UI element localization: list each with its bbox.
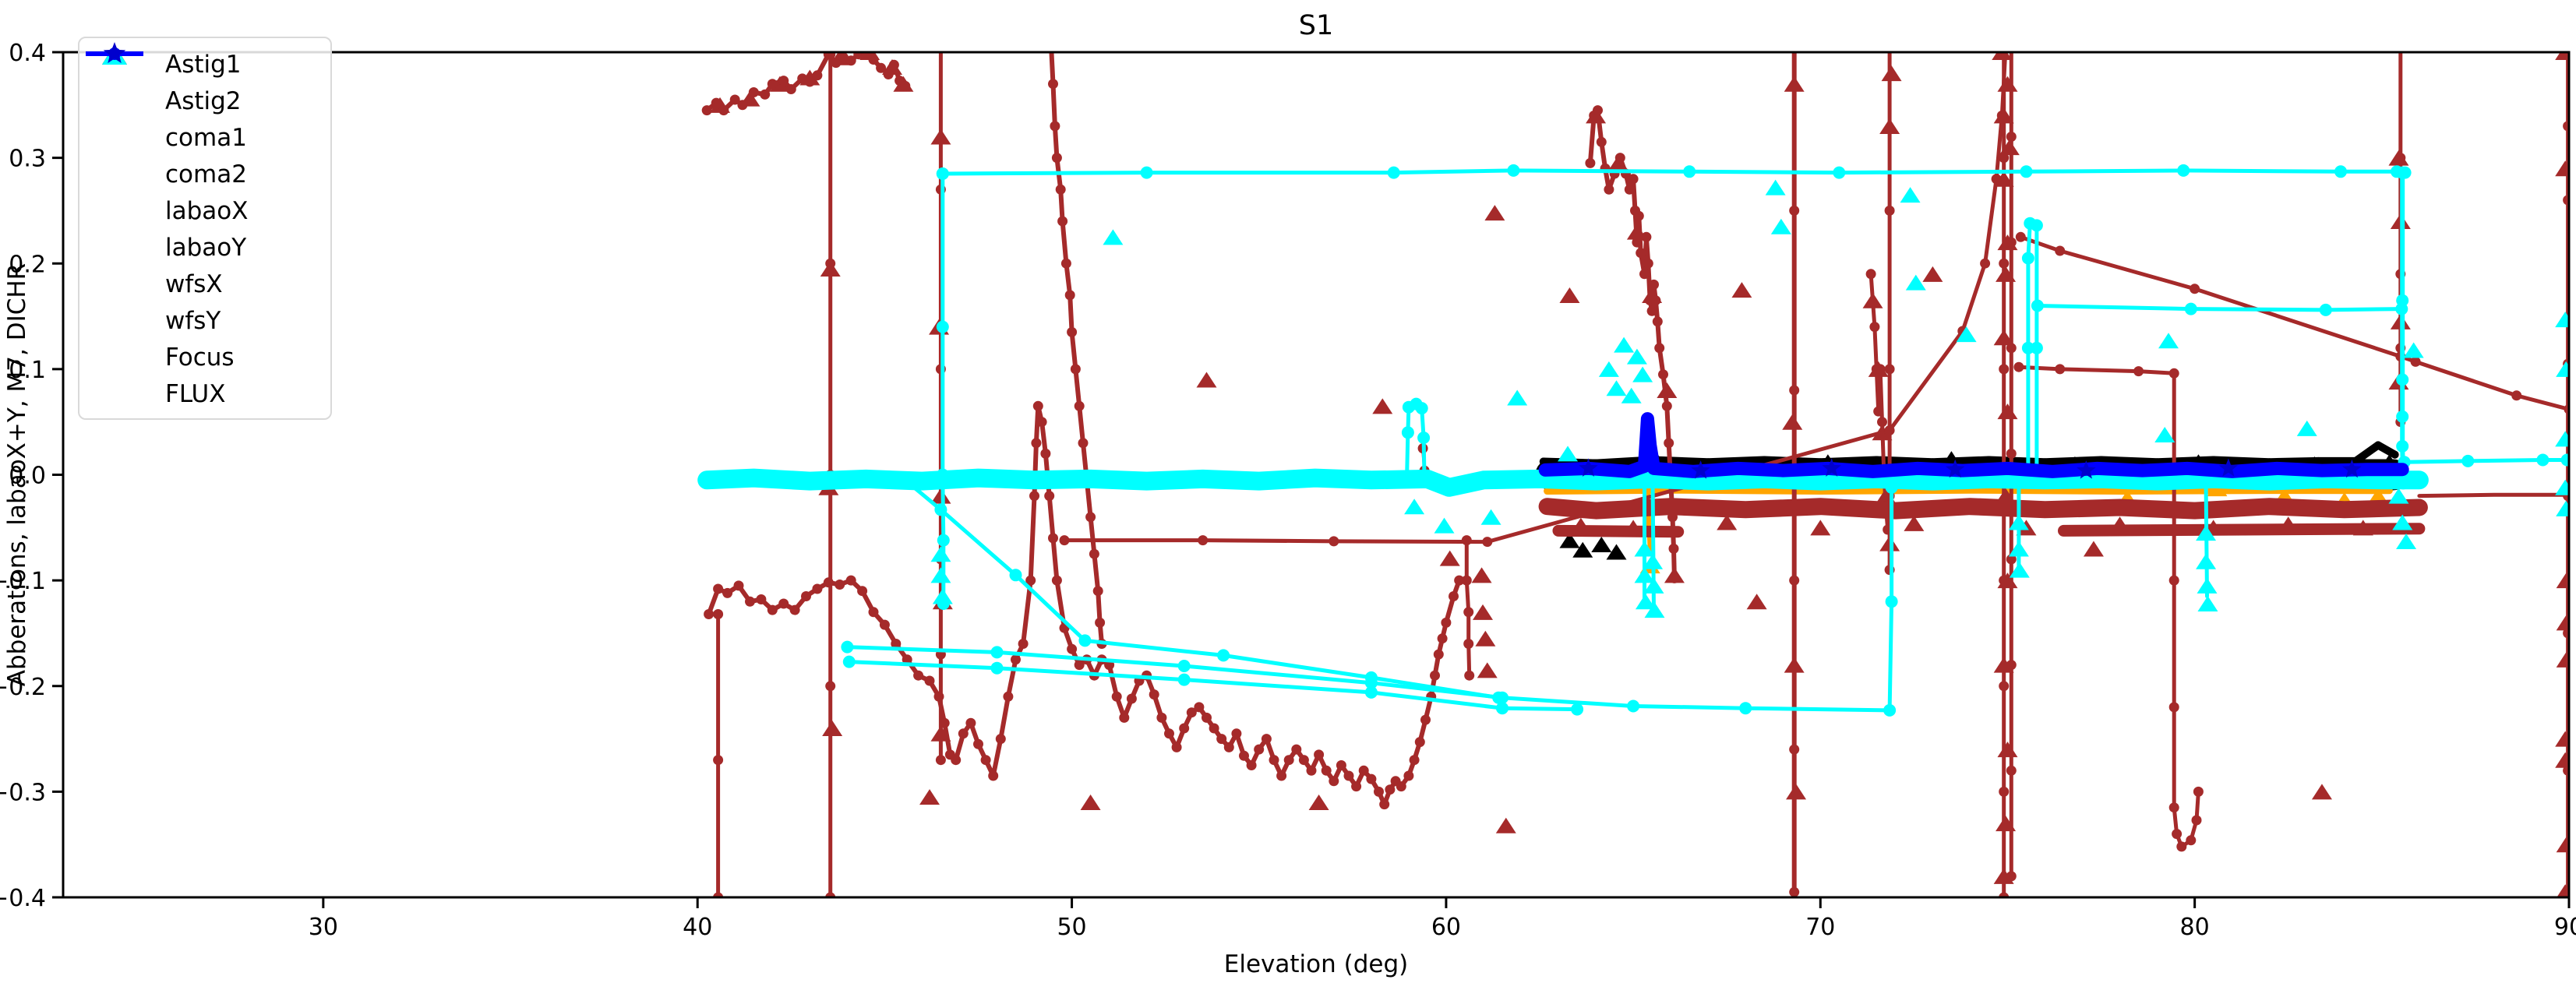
legend-item-Astig2: Astig2 [79, 48, 330, 119]
legend-label: wfsY [165, 306, 221, 335]
legend-label: labaoX [165, 196, 249, 225]
x-axis-label: Elevation (deg) [1224, 950, 1408, 978]
x-tick-label: 50 [1057, 914, 1086, 941]
x-tick-label: 60 [1431, 914, 1461, 941]
y-tick-label: 0.3 [9, 146, 46, 173]
series-wfsX [930, 179, 2569, 618]
legend-label: wfsX [165, 270, 223, 298]
legend-label: labaoY [165, 233, 247, 262]
legend-label: Focus [165, 343, 235, 372]
y-tick-label: 0.1 [9, 357, 46, 384]
legend-label: coma1 [165, 123, 247, 152]
legend-label: Astig2 [165, 86, 242, 115]
legend-label: Astig1 [165, 50, 242, 79]
y-tick-label: −0.2 [0, 674, 46, 701]
legend-item-Focus: Focus [79, 48, 330, 375]
legend-item-coma1: coma1 [79, 44, 330, 156]
y-tick-label: 0.4 [9, 40, 46, 67]
x-tick-label: 80 [2180, 914, 2210, 941]
y-axis-label: Abberations, labaoX+Y, M7, DICHR [3, 263, 31, 686]
legend: Astig1 Astig2 coma1 coma2 labaoX labaoY wfsX wf… [78, 37, 332, 420]
x-tick-label: 70 [1805, 914, 1835, 941]
x-tick-label: 30 [309, 914, 338, 941]
y-tick-label: −0.1 [0, 568, 46, 595]
legend-label: FLUX [165, 379, 226, 408]
legend-item-wfsY: wfsY [79, 48, 330, 339]
legend-item-FLUX: FLUX [79, 42, 330, 412]
y-tick-label: −0.3 [0, 779, 46, 806]
legend-item-coma2: coma2 [79, 48, 330, 192]
legend-item-labaoY: labaoY [79, 48, 330, 266]
series-FLUX [1579, 458, 2362, 479]
legend-item-wfsX: wfsX [79, 44, 330, 302]
y-tick-label: 0.0 [9, 463, 46, 490]
y-tick-label: −0.4 [0, 885, 46, 912]
x-tick-label: 90 [2554, 914, 2576, 941]
legend-item-labaoX: labaoX [79, 44, 330, 229]
chart-title: S1 [1299, 10, 1334, 41]
x-tick-label: 40 [683, 914, 712, 941]
y-tick-label: 0.2 [9, 251, 46, 278]
series-wfsY [697, 164, 2569, 717]
plot-series-layer [697, 52, 2569, 897]
axes-layer: 30 40 50 60 70 80 90 0.4 0.3 0.2 0.1 0.0 −0.1 −0.2 −0.… [0, 40, 2576, 941]
legend-label: coma2 [165, 160, 247, 188]
